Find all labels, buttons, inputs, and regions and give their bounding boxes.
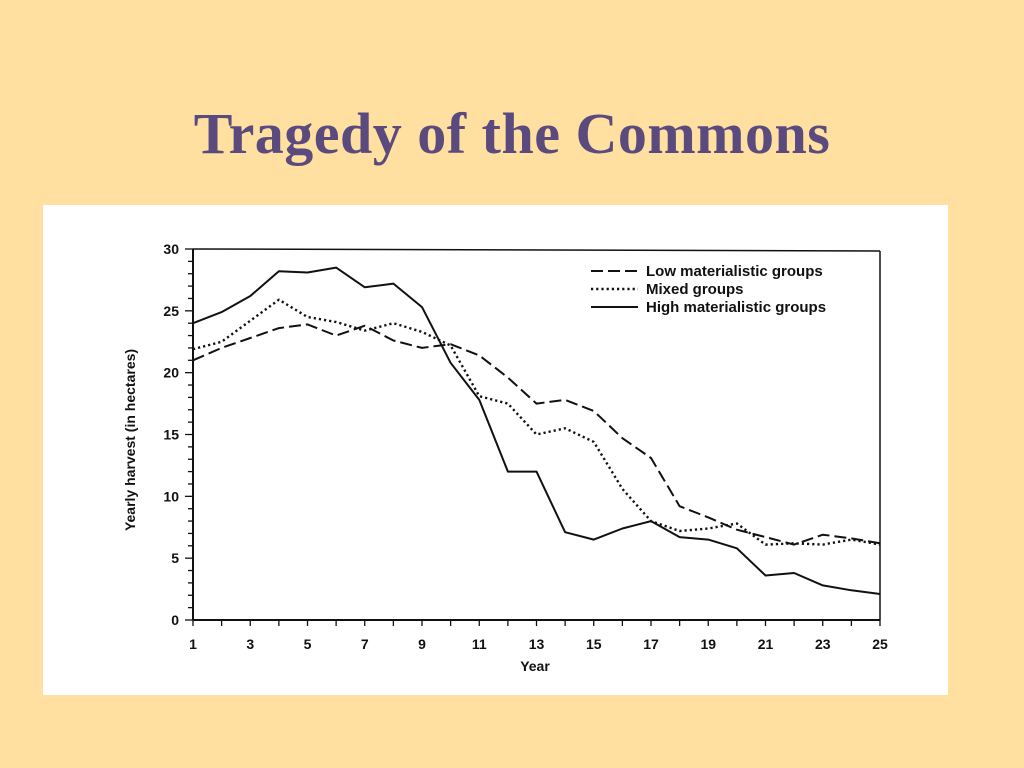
x-tick-label: 1 — [189, 636, 197, 652]
chart-panel: 0 5 10 15 20 25 30 1 3 5 7 9 11 13 15 17 19 21 23 25 Low ma… — [43, 205, 948, 695]
y-tick-label: 10 — [163, 488, 179, 504]
y-tick-label: 15 — [163, 427, 179, 443]
y-tick-label: 5 — [171, 550, 179, 566]
y-axis-label: Yearly harvest (in hectares) — [122, 349, 138, 531]
x-tick-label: 9 — [418, 636, 426, 652]
x-tick-label: 25 — [872, 636, 888, 652]
legend-label: Low materialistic groups — [646, 263, 823, 280]
y-tick-label: 0 — [171, 612, 179, 628]
series-lines — [192, 266, 881, 595]
y-tick-label: 30 — [163, 241, 179, 257]
slide-title: Tragedy of the Commons — [193, 101, 831, 166]
x-tick-label: 15 — [586, 636, 602, 652]
x-tick-label: 23 — [815, 636, 831, 652]
series-line-3 — [192, 266, 881, 595]
x-tick-label: 17 — [643, 636, 659, 652]
series-line-1 — [192, 323, 881, 546]
y-tick-label: 20 — [163, 365, 179, 381]
x-axis-label: Year — [520, 658, 550, 674]
x-tick-label: 5 — [304, 636, 312, 652]
y-tick-label: 25 — [163, 303, 179, 319]
x-tick-label: 7 — [361, 636, 369, 652]
x-tick-label: 21 — [758, 636, 774, 652]
x-tick-label: 19 — [700, 636, 716, 652]
x-tick-label: 3 — [246, 636, 254, 652]
series-line-2 — [192, 298, 881, 546]
x-tick-label: 13 — [529, 636, 545, 652]
x-tick-label: 11 — [472, 636, 487, 652]
top-border-line — [192, 248, 881, 252]
legend-label: Mixed groups — [646, 281, 744, 298]
legend-label: High materialistic groups — [646, 299, 826, 316]
